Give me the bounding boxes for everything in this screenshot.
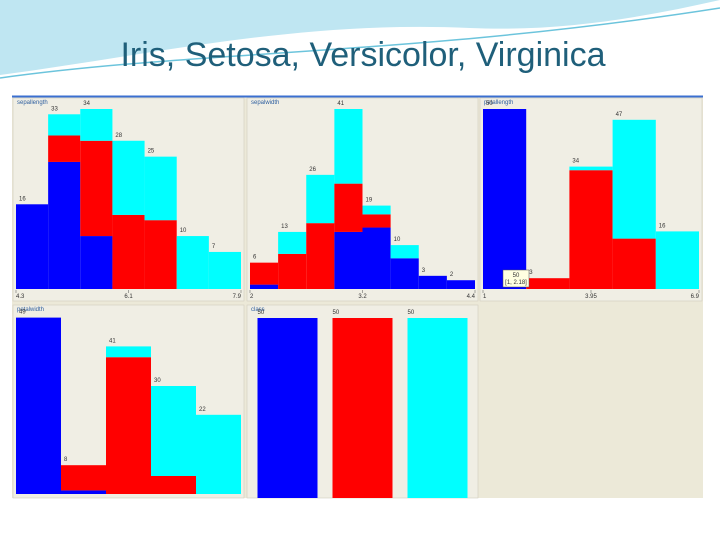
bin-total-label: 41 (109, 338, 116, 344)
bar (257, 318, 318, 498)
bar-segment (569, 166, 613, 171)
panel-title: petallength (484, 100, 513, 106)
bar-segment (446, 280, 475, 289)
bar-segment (16, 204, 49, 289)
tooltip: 50 [1, 2.18] (502, 269, 530, 288)
bar-segment (334, 231, 363, 289)
bar-segment (144, 220, 177, 289)
bin-total-label: 8 (64, 457, 68, 463)
bar-segment (334, 109, 363, 184)
x-tick-label: 7.9 (233, 294, 242, 300)
bar-segment (61, 465, 106, 491)
bar-segment (612, 238, 656, 289)
bar-segment (306, 223, 335, 289)
x-tick-label: 6.9 (691, 294, 700, 300)
x-tick-label: 1 (483, 294, 487, 300)
bar-segment (390, 258, 419, 289)
bin-total-label: 49 (19, 310, 26, 316)
bar-segment (569, 170, 613, 289)
bar-segment (362, 214, 391, 228)
bar-segment (16, 317, 61, 494)
bar-segment (418, 275, 447, 289)
bar-segment (196, 414, 241, 494)
panel-title: sepalwidth (251, 100, 279, 106)
bin-total-label: 26 (309, 167, 316, 173)
bar-segment (80, 236, 113, 289)
x-tick-label: 2 (250, 294, 254, 300)
bar-segment (106, 346, 151, 358)
tooltip-box (502, 269, 530, 288)
swoosh-line (0, 7, 720, 79)
bin-total-label: 3 (422, 268, 426, 274)
bin-total-label: 10 (394, 237, 401, 243)
value-label: 50 (333, 310, 340, 316)
bar-segment (61, 490, 106, 494)
bar-segment (278, 231, 307, 254)
bin-total-label: 7 (212, 244, 216, 250)
bar-segment (362, 205, 391, 215)
bin-total-label: 10 (180, 228, 187, 234)
bar-segment (612, 119, 656, 239)
bar-segment (144, 156, 177, 221)
bar-segment (208, 251, 241, 289)
bar-segment (362, 227, 391, 289)
x-tick-label: 3.2 (358, 294, 367, 300)
bar-segment (112, 140, 145, 215)
bin-total-label: 13 (281, 224, 288, 230)
bin-total-label: 41 (337, 101, 344, 107)
bar-segment (151, 476, 196, 494)
bar-segment (655, 231, 699, 289)
bar-segment (483, 109, 527, 289)
bar-segment (80, 140, 113, 237)
bar-segment (250, 284, 279, 289)
bar-segment (176, 236, 209, 289)
bin-total-label: 6 (253, 255, 257, 261)
bar (332, 318, 393, 498)
bar-segment (48, 114, 81, 136)
bar-segment (390, 245, 419, 259)
bar-segment (48, 135, 81, 162)
x-tick-label: 6.1 (124, 294, 133, 300)
bin-total-label: 3 (529, 270, 533, 276)
bar-segment (278, 253, 307, 289)
bin-total-label: 19 (366, 198, 373, 204)
x-tick-label: 3.95 (585, 294, 597, 300)
x-tick-label: 4.3 (16, 294, 25, 300)
bar-segment (334, 183, 363, 232)
value-label: 50 (408, 310, 415, 316)
panel-title: class (251, 307, 265, 313)
bar-segment (526, 278, 570, 289)
panel-title: petalwidth (17, 307, 44, 313)
bar-segment (306, 174, 335, 224)
bin-total-label: 34 (572, 159, 579, 165)
bin-total-label: 22 (199, 407, 206, 413)
bin-total-label: 2 (450, 272, 454, 278)
panel-title: sepallength (17, 100, 48, 106)
bar-segment (80, 109, 113, 141)
tooltip-range: [1, 2.18] (505, 280, 527, 286)
bin-total-label: 25 (148, 149, 155, 155)
bin-total-label: 16 (659, 223, 666, 229)
value-label: 50 (258, 310, 265, 316)
bar-segment (250, 262, 279, 285)
bin-total-label: 30 (154, 378, 161, 384)
bin-total-label: 33 (51, 106, 58, 112)
bin-total-label: 50 (486, 101, 493, 107)
swoosh (0, 0, 720, 75)
bar-segment (112, 214, 145, 289)
bar-segment (151, 386, 196, 476)
slide-title: Iris, Setosa, Versicolor, Virginica (120, 36, 605, 74)
bin-total-label: 47 (616, 112, 623, 118)
tooltip-count: 50 (513, 273, 520, 279)
bar-segment (48, 161, 81, 289)
bar-segment (106, 357, 151, 494)
bar (407, 318, 468, 498)
bin-total-label: 28 (115, 133, 122, 139)
bin-total-label: 34 (83, 101, 90, 107)
x-tick-label: 4.4 (467, 294, 476, 300)
bin-total-label: 16 (19, 196, 26, 202)
